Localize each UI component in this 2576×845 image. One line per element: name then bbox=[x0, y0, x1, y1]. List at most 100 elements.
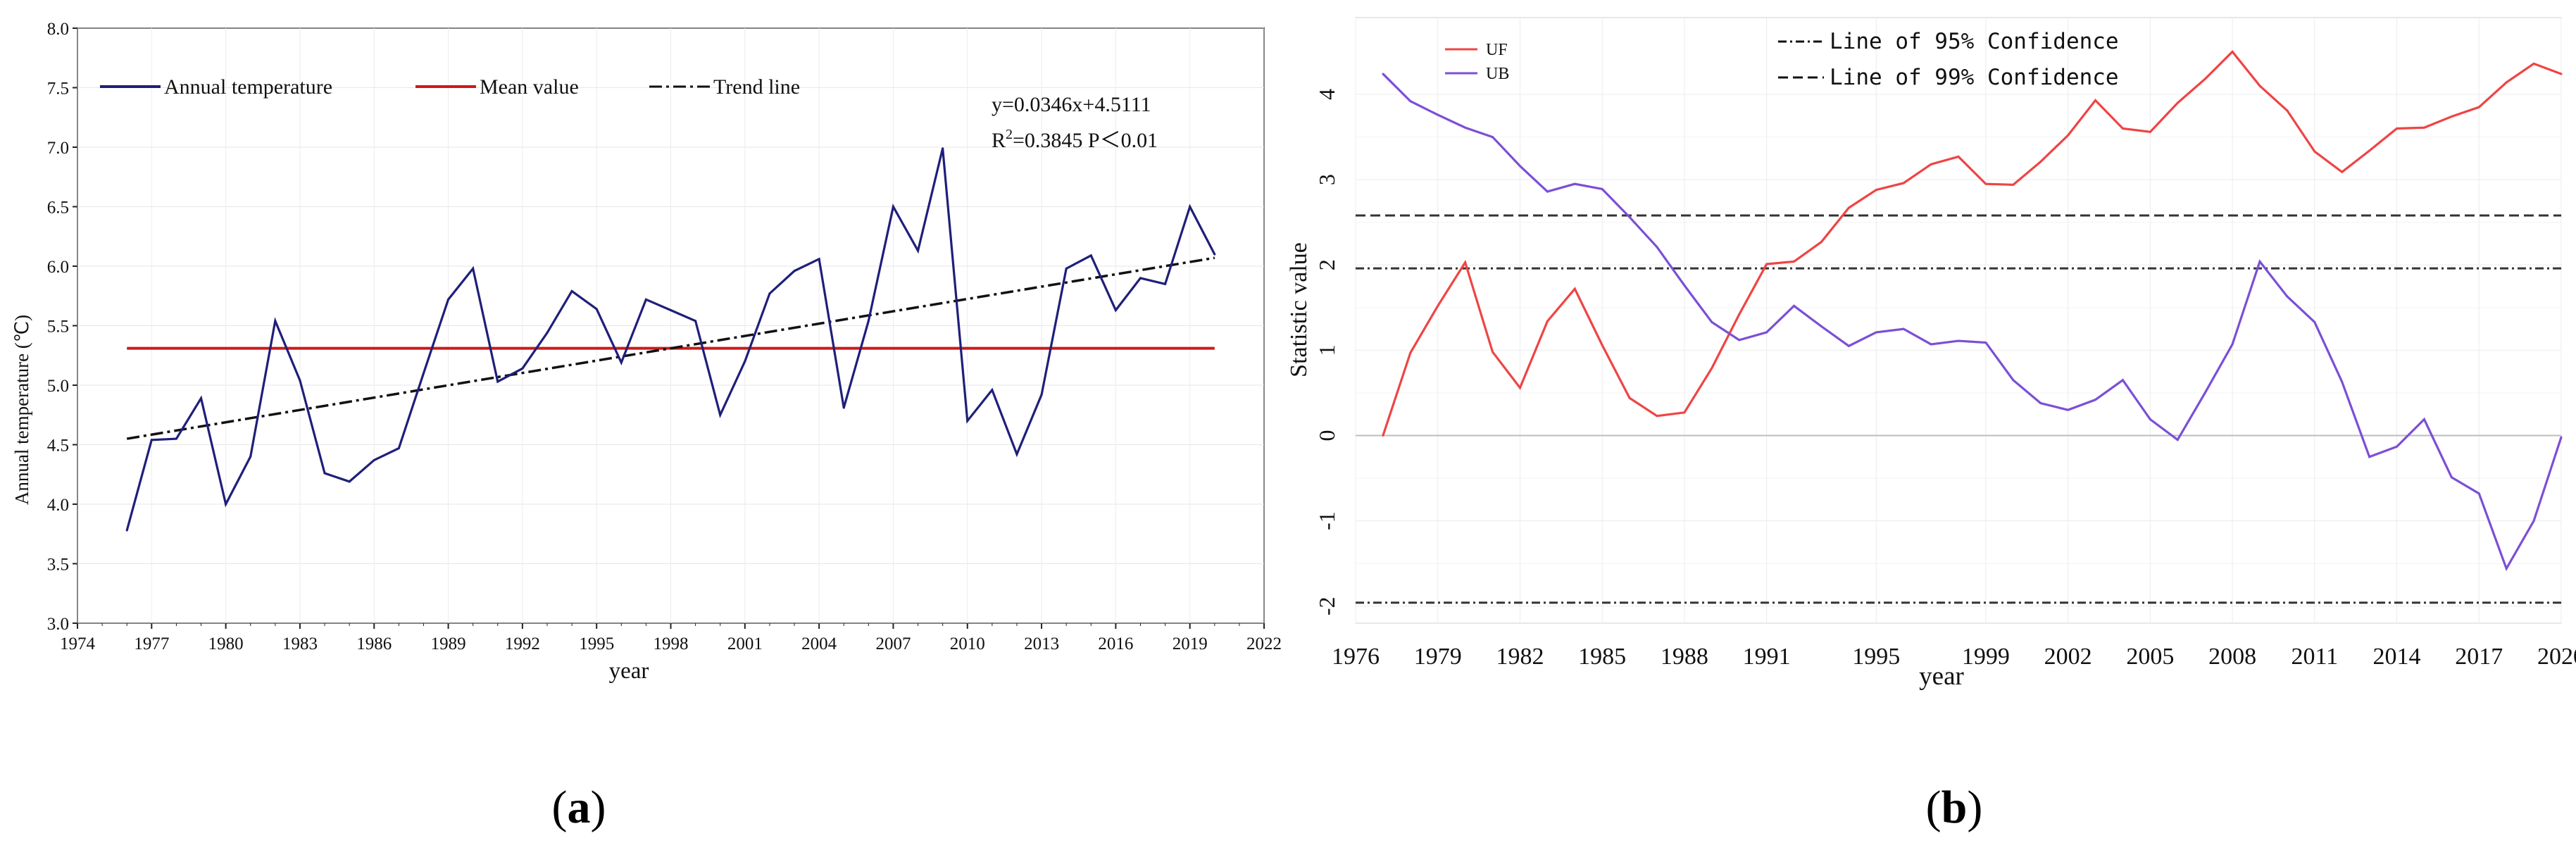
ub-point bbox=[2039, 401, 2042, 404]
ub-point bbox=[1738, 339, 1741, 342]
panel-a-x-tick-label: 2013 bbox=[1024, 634, 1059, 653]
legend-label-ub: UB bbox=[1486, 65, 1509, 83]
annual-temperature-point bbox=[299, 379, 301, 382]
annual-temperature-point bbox=[793, 270, 796, 273]
caption-a: (a) bbox=[552, 782, 606, 833]
panel-b-y-tick-label: 0 bbox=[1314, 430, 1339, 442]
legend-label-95: Line of 95% Confidence bbox=[1830, 29, 2119, 54]
uf-point bbox=[2313, 150, 2316, 153]
panel-a-x-tick-label: 2007 bbox=[875, 634, 911, 653]
ub-point bbox=[2477, 492, 2480, 495]
annual-temperature-point bbox=[719, 413, 722, 416]
panel-a-y-tick-label: 6.0 bbox=[47, 258, 69, 277]
annual-temperature-point bbox=[744, 360, 746, 363]
regression-stats: R2=0.3845 P＜0.01 bbox=[992, 127, 1158, 152]
annual-temperature-point bbox=[1164, 282, 1167, 285]
panel-b-x-tick-label: 1982 bbox=[1496, 644, 1544, 670]
uf-point bbox=[1409, 351, 1412, 354]
panel-a-x-tick-label: 1980 bbox=[208, 634, 244, 653]
ub-point bbox=[2203, 392, 2206, 394]
panel-b-x-tick-label: 1979 bbox=[1414, 644, 1462, 670]
annual-temperature-point bbox=[200, 397, 203, 400]
uf-point bbox=[1902, 182, 1905, 184]
uf-point bbox=[1683, 411, 1686, 414]
ub-point bbox=[2286, 295, 2289, 298]
uf-point bbox=[1437, 304, 1439, 307]
panel-a-x-tick-label: 1995 bbox=[579, 634, 614, 653]
uf-point bbox=[1711, 367, 1713, 370]
ub-point bbox=[2231, 343, 2234, 346]
legend-label-annual: Annual temperature bbox=[164, 75, 332, 99]
annual-temperature-point bbox=[1065, 267, 1068, 270]
panel-a-x-tick-label: 2001 bbox=[727, 634, 763, 653]
ub-point bbox=[2422, 418, 2425, 421]
panel-a-x-tick-label: 2016 bbox=[1098, 634, 1133, 653]
annual-temperature-point bbox=[1139, 277, 1142, 280]
uf-point bbox=[1738, 313, 1741, 316]
uf-point bbox=[2176, 101, 2179, 104]
annual-temperature-point bbox=[818, 258, 820, 261]
panel-a-x-tick-label: 1992 bbox=[505, 634, 540, 653]
annual-temperature-point bbox=[570, 289, 573, 292]
ub-point bbox=[1628, 215, 1631, 218]
ub-point bbox=[1382, 73, 1384, 75]
uf-point bbox=[2532, 62, 2535, 65]
panel-a-y-tick-label: 5.0 bbox=[47, 377, 69, 396]
annual-temperature-point bbox=[867, 320, 870, 323]
uf-point bbox=[2094, 99, 2097, 101]
annual-temperature-point bbox=[422, 372, 425, 375]
panel-a-y-tick-label: 4.5 bbox=[47, 437, 69, 456]
ub-point bbox=[1546, 190, 1549, 193]
ub-point bbox=[2505, 567, 2508, 570]
ub-point bbox=[1518, 165, 1521, 168]
annual-temperature-point bbox=[397, 447, 400, 450]
ub-point bbox=[2067, 408, 2070, 411]
ub-point bbox=[1409, 100, 1412, 103]
uf-line bbox=[1382, 50, 2562, 437]
annual-temperature-point bbox=[348, 480, 351, 483]
caption-b: (b) bbox=[1926, 782, 1983, 833]
panel-b-x-tick-label: 1988 bbox=[1661, 644, 1708, 670]
panel-a-y-ticks: 3.0 3.5 4.0 4.5 5.0 5.5 6.0 6.5 7.0 7.5 8.0 bbox=[47, 20, 77, 634]
uf-point bbox=[2477, 106, 2480, 108]
ub-point bbox=[1793, 304, 1796, 307]
annual-temperature-point bbox=[595, 308, 598, 311]
panel-b-legend: UF UB bbox=[1445, 41, 1509, 83]
panel-b-x-tick-label: 1985 bbox=[1578, 644, 1626, 670]
ub-point bbox=[1683, 284, 1686, 287]
annual-temperature-point bbox=[472, 267, 475, 270]
ub-point bbox=[2560, 436, 2563, 439]
panel-a-x-ticks: 1974 1977 1980 1983 1986 1989 1992 1995 1998 2001… bbox=[60, 623, 1282, 653]
panel-b-x-tick-label: 2005 bbox=[2126, 644, 2174, 670]
ub-point bbox=[2176, 439, 2179, 442]
uf-point bbox=[1656, 415, 1658, 418]
uf-point bbox=[1628, 396, 1631, 399]
ub-point bbox=[2149, 418, 2151, 421]
ub-point bbox=[1957, 339, 1960, 342]
panel-b-confidence-legend: Line of 95% Confidence Line of 99% Confi… bbox=[1778, 29, 2119, 90]
annual-temperature-point bbox=[1213, 253, 1216, 256]
panel-a-x-tick-label: 2022 bbox=[1246, 634, 1282, 653]
uf-point bbox=[2422, 126, 2425, 129]
panel-b-grid bbox=[1355, 18, 2562, 623]
panel-b-x-tick-label: 2011 bbox=[2291, 644, 2338, 670]
panel-b-x-ticks: 1976 1979 1982 1985 1988 1991 1995 1999 2002 2005… bbox=[1332, 644, 2576, 670]
uf-point bbox=[1984, 182, 1987, 185]
panel-b-y-tick-label: -2 bbox=[1314, 596, 1339, 615]
ub-line bbox=[1382, 73, 2563, 572]
uf-point bbox=[2121, 127, 2124, 130]
uf-point bbox=[1793, 260, 1796, 263]
annual-temperature-point bbox=[966, 420, 969, 423]
uf-point bbox=[2012, 183, 2015, 186]
panel-a-x-tick-label: 1983 bbox=[282, 634, 318, 653]
ub-point bbox=[2396, 445, 2399, 448]
uf-point bbox=[2067, 134, 2070, 137]
panel-b-plot-area bbox=[1355, 17, 2562, 624]
annual-temperature-point bbox=[546, 332, 549, 334]
ub-point bbox=[2012, 379, 2015, 382]
panel-a-ylabel: Annual temperature (℃) bbox=[11, 315, 32, 505]
panel-b-series bbox=[1382, 50, 2563, 572]
ub-point bbox=[1601, 187, 1603, 190]
annual-temperature-point bbox=[1114, 309, 1117, 312]
